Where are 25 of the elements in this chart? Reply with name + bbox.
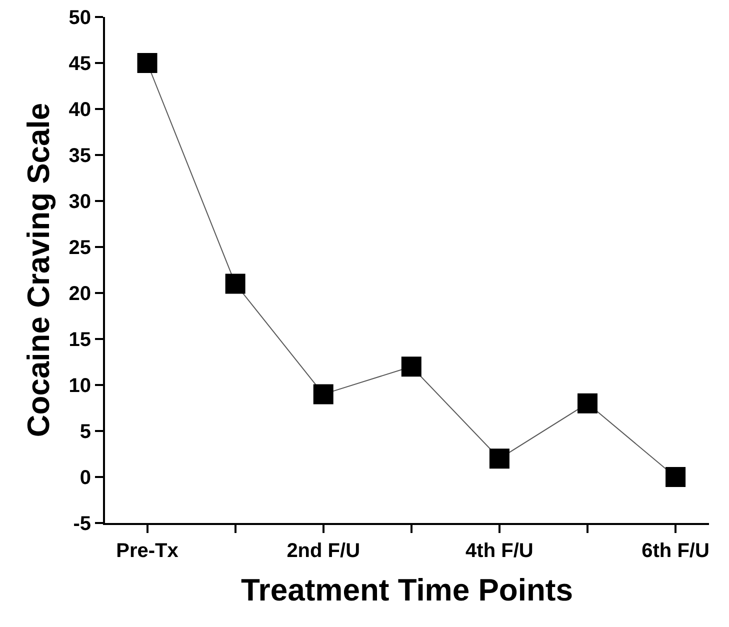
y-tick-label: 15 [68,329,91,351]
point [225,274,246,294]
y-tick-label: 10 [68,375,91,397]
point [578,393,598,414]
y-tick-label: -5 [73,513,91,535]
y-tick-label: 40 [68,99,91,121]
y-tick-label: 5 [80,421,91,443]
y-tick-label: 0 [80,467,91,489]
point [137,53,158,73]
x-axis-title: Treatment Time Points [241,572,573,608]
y-tick-label: 35 [68,145,91,167]
point [401,356,422,377]
y-tick-label: 20 [68,283,91,305]
x-tick-label: 6th F/U [642,540,710,562]
point [313,384,334,404]
y-tick-label: 30 [68,191,91,213]
y-tick-label: 25 [68,237,91,259]
x-tick-label: 4th F/U [466,540,534,562]
y-tick-label: 45 [68,53,91,75]
y-tick-label: 50 [68,7,91,29]
point [666,467,686,487]
x-tick-label: 2nd F/U [286,540,360,562]
y-axis-title: Cocaine Craving Scale [20,102,56,438]
x-tick-label: Pre-Tx [116,540,178,562]
point [489,448,510,469]
